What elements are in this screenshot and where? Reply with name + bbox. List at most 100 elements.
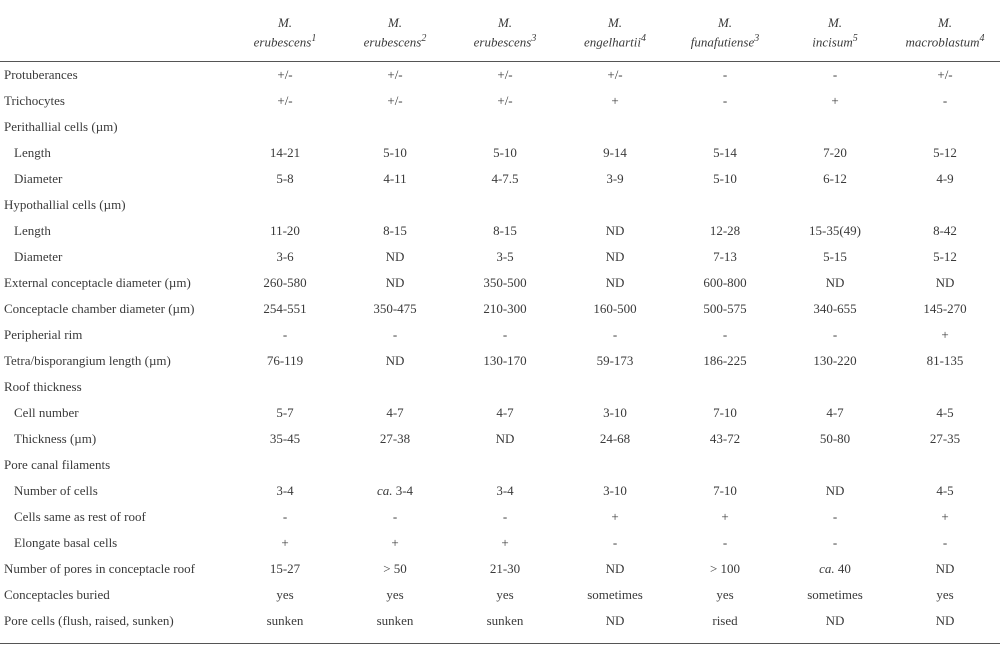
cell-value: sunken [230, 608, 340, 644]
cell-value: 186-225 [670, 348, 780, 374]
row-label: Protuberances [0, 62, 230, 89]
row-label: Trichocytes [0, 88, 230, 114]
cell-value: 145-270 [890, 296, 1000, 322]
cell-value: 43-72 [670, 426, 780, 452]
cell-value: ca. 40 [780, 556, 890, 582]
cell-value: 5-15 [780, 244, 890, 270]
cell-value: ND [560, 244, 670, 270]
cell-value: 6-12 [780, 166, 890, 192]
cell-value: + [560, 504, 670, 530]
cell-value [890, 374, 1000, 400]
table-row: Conceptacle chamber diameter (µm)254-551… [0, 296, 1000, 322]
row-label: Elongate basal cells [0, 530, 230, 556]
cell-value: 3-5 [450, 244, 560, 270]
cell-value: 5-7 [230, 400, 340, 426]
table-row: External conceptacle diameter (µm)260-58… [0, 270, 1000, 296]
cell-value: - [340, 504, 450, 530]
cell-value: - [780, 322, 890, 348]
cell-value [450, 114, 560, 140]
row-label: Conceptacles buried [0, 582, 230, 608]
row-label: Hypothallial cells (µm) [0, 192, 230, 218]
cell-value: + [890, 504, 1000, 530]
cell-value [890, 452, 1000, 478]
cell-value: + [560, 88, 670, 114]
table-row: Elongate basal cells+++---- [0, 530, 1000, 556]
cell-value: 5-10 [340, 140, 450, 166]
cell-value [780, 114, 890, 140]
cell-value: ND [340, 348, 450, 374]
cell-value [560, 114, 670, 140]
cell-value [230, 374, 340, 400]
cell-value: 3-10 [560, 478, 670, 504]
row-label: Conceptacle chamber diameter (µm) [0, 296, 230, 322]
cell-value: yes [670, 582, 780, 608]
cell-value: - [670, 530, 780, 556]
row-label: Number of cells [0, 478, 230, 504]
cell-value [670, 192, 780, 218]
cell-value: rised [670, 608, 780, 644]
cell-value: 14-21 [230, 140, 340, 166]
cell-value: +/- [560, 62, 670, 89]
cell-value: - [560, 322, 670, 348]
cell-value: - [560, 530, 670, 556]
row-label: Cells same as rest of roof [0, 504, 230, 530]
cell-value: - [670, 88, 780, 114]
row-label: Length [0, 140, 230, 166]
table-row: Conceptacles buriedyesyesyessometimesyes… [0, 582, 1000, 608]
cell-value: 4-9 [890, 166, 1000, 192]
cell-value: 8-42 [890, 218, 1000, 244]
cell-value: +/- [340, 62, 450, 89]
table-row: Pore canal filaments [0, 452, 1000, 478]
cell-value: 11-20 [230, 218, 340, 244]
cell-value: 600-800 [670, 270, 780, 296]
cell-value [890, 192, 1000, 218]
cell-value: 15-35(49) [780, 218, 890, 244]
cell-value: - [230, 504, 340, 530]
cell-value: 350-500 [450, 270, 560, 296]
cell-value: 340-655 [780, 296, 890, 322]
table-row: Perithallial cells (µm) [0, 114, 1000, 140]
cell-value: - [780, 62, 890, 89]
cell-value: ND [560, 270, 670, 296]
cell-value: sometimes [560, 582, 670, 608]
cell-value: 9-14 [560, 140, 670, 166]
cell-value: ND [780, 478, 890, 504]
cell-value: 81-135 [890, 348, 1000, 374]
cell-value: 3-6 [230, 244, 340, 270]
row-label: Roof thickness [0, 374, 230, 400]
table-header: M.erubescens1M.erubescens2M.erubescens3M… [0, 10, 1000, 62]
cell-value: +/- [230, 88, 340, 114]
cell-value [450, 374, 560, 400]
column-header: M.macroblastum4 [890, 10, 1000, 62]
cell-value: + [780, 88, 890, 114]
column-header: M.erubescens1 [230, 10, 340, 62]
cell-value: ND [560, 608, 670, 644]
cell-value: + [890, 322, 1000, 348]
cell-value [670, 114, 780, 140]
cell-value [230, 452, 340, 478]
cell-value: - [780, 530, 890, 556]
row-label: Number of pores in conceptacle roof [0, 556, 230, 582]
cell-value: 4-5 [890, 400, 1000, 426]
cell-value: 24-68 [560, 426, 670, 452]
cell-value [450, 452, 560, 478]
table-row: Thickness (µm)35-4527-38ND24-6843-7250-8… [0, 426, 1000, 452]
cell-value: 7-10 [670, 478, 780, 504]
cell-value: 3-4 [230, 478, 340, 504]
cell-value: 260-580 [230, 270, 340, 296]
cell-value: 50-80 [780, 426, 890, 452]
row-label: Pore canal filaments [0, 452, 230, 478]
cell-value: 7-20 [780, 140, 890, 166]
table-row: Tetra/bisporangium length (µm)76-119ND13… [0, 348, 1000, 374]
cell-value: yes [340, 582, 450, 608]
cell-value: ND [560, 556, 670, 582]
cell-value: ND [890, 270, 1000, 296]
row-label: Diameter [0, 244, 230, 270]
cell-value: 5-8 [230, 166, 340, 192]
table-row: Trichocytes+/-+/-+/-+-+- [0, 88, 1000, 114]
row-label: Cell number [0, 400, 230, 426]
cell-value: ND [340, 270, 450, 296]
cell-value: 350-475 [340, 296, 450, 322]
cell-value: 130-220 [780, 348, 890, 374]
table-row: Number of pores in conceptacle roof15-27… [0, 556, 1000, 582]
